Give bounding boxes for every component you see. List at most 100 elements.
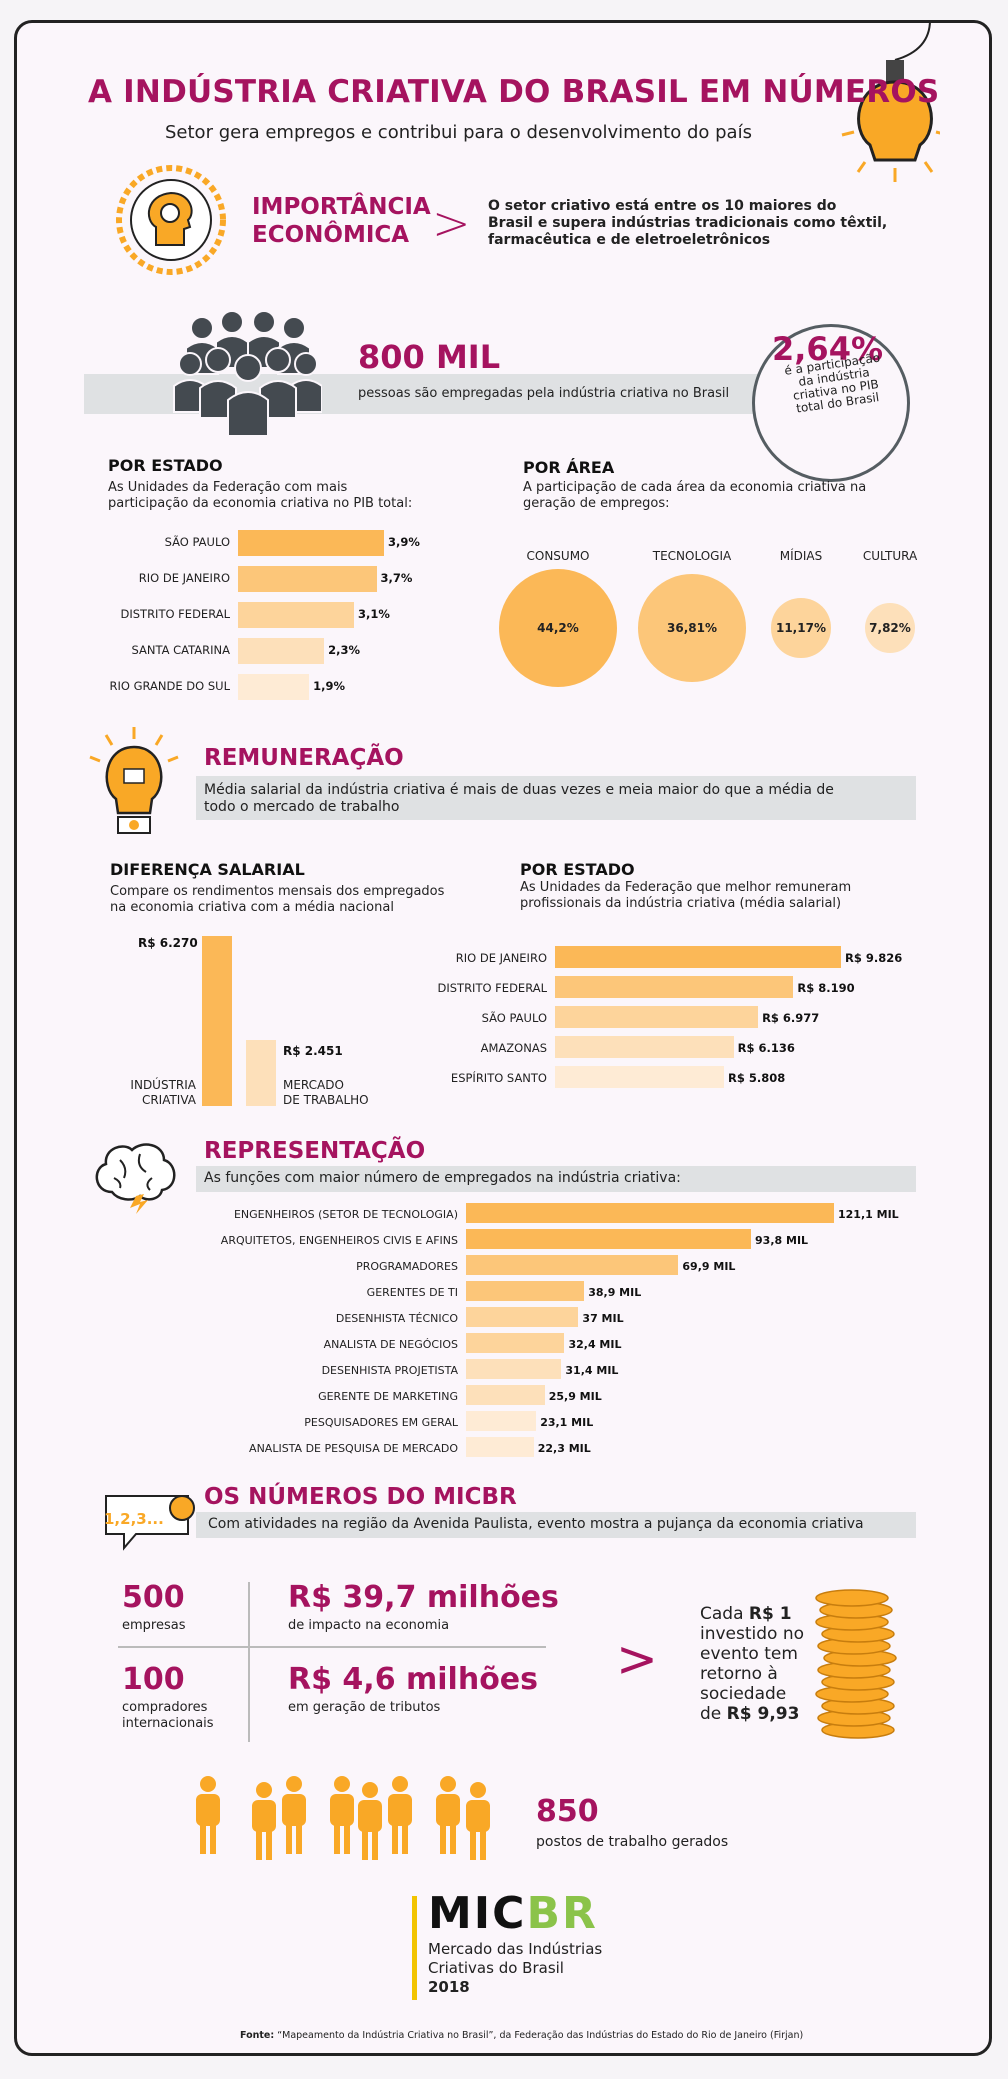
empregos-text: pessoas são empregadas pela indústria cr… <box>358 386 730 401</box>
bulb-money-icon <box>89 727 179 834</box>
workers-icon <box>196 1776 490 1860</box>
salario-estado-desc-line1: As Unidades da Federação que melhor remu… <box>520 880 852 895</box>
bar-label: ENGENHEIROS (SETOR DE TECNOLOGIA) <box>233 1208 458 1221</box>
importancia-text-line2: Brasil e supera indústrias tradicionais … <box>488 215 888 231</box>
remuneracao-text-line2: todo o mercado de trabalho <box>204 799 400 815</box>
stats-vdivider <box>248 1582 250 1742</box>
area-desc-line1: A participação de cada área da economia … <box>523 480 867 495</box>
importancia-text-line3: farmacêutica e de eletroeletrônicos <box>488 232 771 248</box>
logo-br: BR <box>526 1888 598 1939</box>
diferenca-desc: Compare os rendimentos mensais dos empre… <box>110 884 444 916</box>
bar <box>238 638 325 664</box>
pib-estado-desc-line1: As Unidades da Federação com mais <box>108 480 348 495</box>
empregos-number: 800 MIL <box>358 338 501 376</box>
bar-label: GERENTE DE MARKETING <box>318 1390 458 1403</box>
bar-value-label: 22,3 MIL <box>537 1442 591 1455</box>
return-line3: evento tem <box>700 1644 798 1664</box>
return-line2: investido no <box>700 1624 805 1644</box>
bar-category-label: INDÚSTRIA CRIATIVA <box>100 1078 196 1108</box>
bar-label: RIO DE JANEIRO <box>138 571 230 585</box>
importancia-text: O setor criativo está entre os 10 maiore… <box>488 198 887 249</box>
bar-label: SANTA CATARINA <box>131 643 231 657</box>
bar-label: PESQUISADORES EM GERAL <box>304 1416 458 1429</box>
bubble-category-label: TECNOLOGIA <box>652 549 732 563</box>
stat3-number: 100 <box>122 1662 185 1697</box>
remuneracao-text: Média salarial da indústria criativa é m… <box>204 782 834 816</box>
representacao-band <box>196 1166 916 1192</box>
bar-value-label: 23,1 MIL <box>540 1416 594 1429</box>
bar-label: RIO DE JANEIRO <box>455 951 547 965</box>
footer-source: Fonte: “Mapeamento da Indústria Criativa… <box>240 2030 803 2041</box>
bubble-category-label: CULTURA <box>862 549 918 563</box>
bar-label: ANALISTA DE NEGÓCIOS <box>323 1338 458 1351</box>
stat4-label: em geração de tributos <box>288 1700 441 1715</box>
logo-bar <box>412 1896 417 2000</box>
bar-value-label: 3,9% <box>388 535 420 549</box>
bar-label: GERENTES DE TI <box>366 1286 458 1299</box>
jobs-number: 850 <box>536 1794 599 1829</box>
bar-category-label-line: CRIATIVA <box>141 1093 196 1107</box>
area-desc: A participação de cada área da economia … <box>523 480 866 512</box>
page-subtitle: Setor gera empregos e contribui para o d… <box>165 122 752 143</box>
page-title: A INDÚSTRIA CRIATIVA DO BRASIL EM NÚMERO… <box>88 74 940 110</box>
salario-estado-desc-line2: profissionais da indústria criativa (méd… <box>520 896 842 911</box>
bar-value-label: R$ 8.190 <box>797 981 855 995</box>
bar-value-label: 32,4 MIL <box>568 1338 622 1351</box>
stat1-number: 500 <box>122 1580 185 1615</box>
bubble: 44,2% <box>499 569 617 687</box>
stat2-number: R$ 39,7 milhões <box>288 1580 559 1615</box>
area-title: POR ÁREA <box>523 458 615 477</box>
bar-label: ARQUITETOS, ENGENHEIROS CIVIS E AFINS <box>220 1234 458 1247</box>
representacao-title: REPRESENTAÇÃO <box>204 1138 426 1164</box>
salario-estado-desc: As Unidades da Federação que melhor remu… <box>520 880 851 912</box>
return-line1-a: Cada <box>700 1604 749 1624</box>
logo-mic: MIC <box>428 1888 527 1939</box>
bar-value-label: 3,1% <box>358 607 390 621</box>
bar <box>238 566 377 592</box>
stat4-number: R$ 4,6 milhões <box>288 1662 539 1697</box>
importancia-title-line1: IMPORTÂNCIA <box>252 194 431 220</box>
stat3-label-line2: internacionais <box>122 1716 214 1731</box>
representacao-text: As funções com maior número de empregado… <box>204 1170 681 1186</box>
bar <box>466 1281 585 1301</box>
bubble: 11,17% <box>771 598 831 658</box>
jobs-label: postos de trabalho gerados <box>536 1834 729 1850</box>
bar <box>466 1385 545 1405</box>
remuneracao-title: REMUNERAÇÃO <box>204 745 404 771</box>
bar-label: RIO GRANDE DO SUL <box>109 679 230 693</box>
bar <box>555 946 841 968</box>
stat3-label-line1: compradores <box>122 1700 208 1715</box>
logo-wordmark: MICBR <box>428 1888 598 1939</box>
return-line1-b: R$ 1 <box>748 1604 792 1624</box>
pib-estado-desc: As Unidades da Federação com mais partic… <box>108 480 412 512</box>
return-line6-a: de <box>700 1704 727 1724</box>
pib-estado-desc-line2: participação da economia criativa no PIB… <box>108 496 413 511</box>
speech-bubble-icon <box>105 1495 195 1551</box>
bar <box>466 1359 562 1379</box>
return-line5: sociedade <box>700 1684 787 1704</box>
micbr-title: OS NÚMEROS DO MICBR <box>204 1484 517 1510</box>
bar <box>466 1255 679 1275</box>
bar-label: AMAZONAS <box>480 1041 547 1055</box>
area-desc-line2: geração de empregos: <box>523 496 670 511</box>
bar-value-label: 2,3% <box>328 643 360 657</box>
head-bulb-icon <box>116 165 226 275</box>
pib-percent: 2,64% <box>772 330 884 368</box>
bar <box>466 1411 537 1431</box>
bubble-category-label: CONSUMO <box>526 549 590 563</box>
brain-icon <box>95 1143 176 1214</box>
bar-value-label: R$ 6.136 <box>737 1041 795 1055</box>
bar-value-label: 38,9 MIL <box>588 1286 642 1299</box>
bar-value-label: R$ 2.451 <box>283 1043 343 1058</box>
remuneracao-band <box>196 776 916 820</box>
bar-value-label: R$ 6.977 <box>762 1011 820 1025</box>
return-line6-b: R$ 9,93 <box>726 1704 800 1724</box>
bar-value-label: 121,1 MIL <box>838 1208 899 1221</box>
stats-hdivider <box>118 1646 546 1648</box>
bar <box>555 1066 725 1088</box>
bar-category-label-line: DE TRABALHO <box>283 1093 369 1107</box>
footer-label: Fonte: <box>240 2030 275 2041</box>
bar <box>238 602 355 628</box>
bubble: 36,81% <box>638 574 746 682</box>
stat1-label: empresas <box>122 1618 186 1633</box>
